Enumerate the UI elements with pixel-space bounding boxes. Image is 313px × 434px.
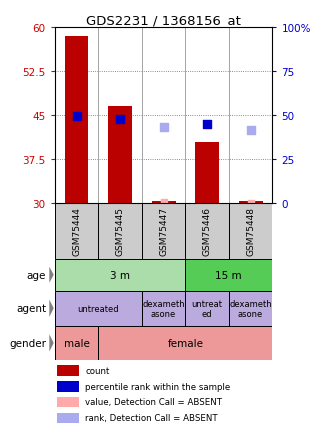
Text: untreated: untreated bbox=[78, 304, 119, 313]
Bar bbox=[64, 37, 89, 204]
Polygon shape bbox=[49, 300, 54, 317]
Text: GSM75446: GSM75446 bbox=[203, 207, 212, 256]
Bar bbox=[142, 204, 185, 259]
Bar bbox=[57, 365, 79, 376]
Point bbox=[161, 199, 166, 206]
Point bbox=[118, 116, 123, 123]
Text: percentile rank within the sample: percentile rank within the sample bbox=[85, 382, 230, 391]
Bar bbox=[229, 204, 272, 259]
Polygon shape bbox=[49, 267, 54, 283]
Bar bbox=[185, 291, 229, 326]
Point bbox=[74, 114, 79, 121]
Text: 15 m: 15 m bbox=[215, 270, 242, 280]
Point bbox=[161, 124, 166, 131]
Point bbox=[205, 121, 210, 128]
Bar bbox=[151, 202, 176, 204]
Title: GDS2231 / 1368156_at: GDS2231 / 1368156_at bbox=[86, 14, 241, 27]
Bar bbox=[98, 326, 272, 361]
Bar bbox=[55, 326, 98, 361]
Bar bbox=[55, 204, 98, 259]
Bar bbox=[57, 381, 79, 392]
Text: age: age bbox=[27, 270, 46, 280]
Text: gender: gender bbox=[9, 338, 46, 348]
Text: count: count bbox=[85, 366, 110, 375]
Bar bbox=[142, 291, 185, 326]
Text: GSM75444: GSM75444 bbox=[72, 207, 81, 256]
Text: male: male bbox=[64, 338, 90, 348]
Text: 3 m: 3 m bbox=[110, 270, 130, 280]
Polygon shape bbox=[49, 335, 54, 352]
Bar bbox=[239, 202, 263, 204]
Bar bbox=[108, 107, 132, 204]
Text: GSM75445: GSM75445 bbox=[115, 207, 125, 256]
Text: GSM75448: GSM75448 bbox=[246, 207, 255, 256]
Text: value, Detection Call = ABSENT: value, Detection Call = ABSENT bbox=[85, 398, 222, 407]
Text: agent: agent bbox=[16, 303, 46, 313]
Text: female: female bbox=[167, 338, 203, 348]
Bar bbox=[229, 291, 272, 326]
Bar bbox=[195, 142, 219, 204]
Bar bbox=[185, 259, 272, 291]
Text: rank, Detection Call = ABSENT: rank, Detection Call = ABSENT bbox=[85, 414, 218, 422]
Text: untreat
ed: untreat ed bbox=[192, 299, 223, 318]
Text: dexameth
asone: dexameth asone bbox=[229, 299, 272, 318]
Bar bbox=[55, 291, 142, 326]
Text: dexameth
asone: dexameth asone bbox=[142, 299, 185, 318]
Point bbox=[248, 200, 253, 207]
Bar bbox=[57, 413, 79, 423]
Bar bbox=[185, 204, 229, 259]
Bar bbox=[98, 204, 142, 259]
Bar bbox=[55, 259, 185, 291]
Text: GSM75447: GSM75447 bbox=[159, 207, 168, 256]
Point bbox=[248, 127, 253, 134]
Bar bbox=[57, 397, 79, 407]
